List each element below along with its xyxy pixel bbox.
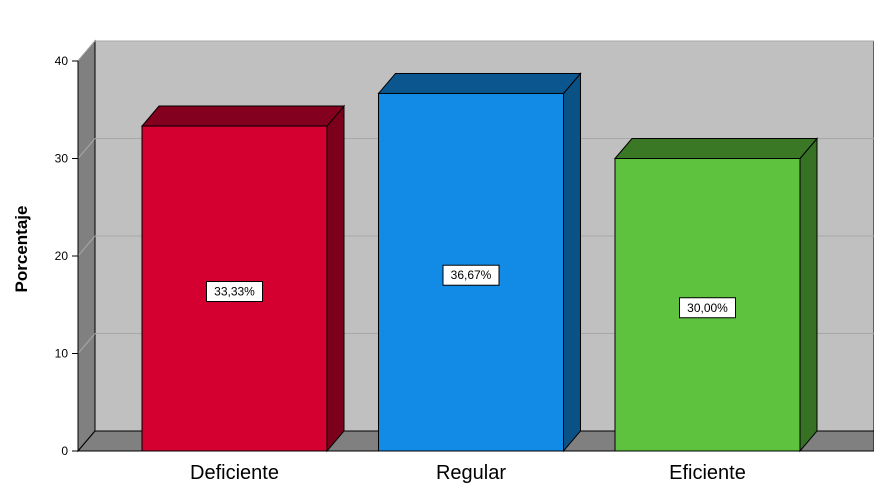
data-label-text: 36,67% [451, 268, 492, 282]
bars: 33,33% 36,67% 30,00% [140, 72, 819, 453]
data-label-text: 33,33% [214, 285, 255, 299]
bar: 30,00% [613, 137, 819, 453]
bar-top [140, 105, 346, 127]
y-axis-title: Porcentaje [12, 206, 31, 293]
data-label: 30,00% [679, 297, 736, 319]
y-tick-label: 0 [61, 444, 68, 458]
gridline-side [77, 138, 96, 159]
x-tick-label: Eficiente [669, 462, 746, 484]
x-tick-label: Regular [436, 462, 506, 484]
bar-side [799, 137, 818, 453]
bar-side [563, 72, 581, 453]
bar: 36,67% [377, 72, 582, 453]
y-tick-label: 30 [55, 152, 69, 166]
y-axis: 0 10 20 30 40 [55, 54, 79, 458]
x-tick-label: Deficiente [190, 462, 279, 484]
gridline-side [77, 40, 96, 62]
gridline-side [77, 333, 96, 354]
gridline-side [77, 235, 96, 257]
data-label-box [679, 297, 736, 319]
bar-side [326, 104, 345, 453]
y-tick-label: 10 [55, 347, 69, 361]
y-tick-label: 20 [55, 249, 69, 263]
y-tick-label: 40 [55, 54, 69, 68]
data-label-text: 30,00% [687, 301, 728, 315]
bar-top [613, 138, 819, 159]
data-label-box [442, 264, 500, 286]
bar-top [377, 72, 582, 94]
x-axis: Deficiente Regular Eficiente [78, 450, 874, 484]
data-label: 33,33% [206, 281, 263, 303]
data-label-box [206, 281, 263, 303]
bar: 33,33% [140, 104, 346, 453]
data-label: 36,67% [442, 264, 500, 286]
